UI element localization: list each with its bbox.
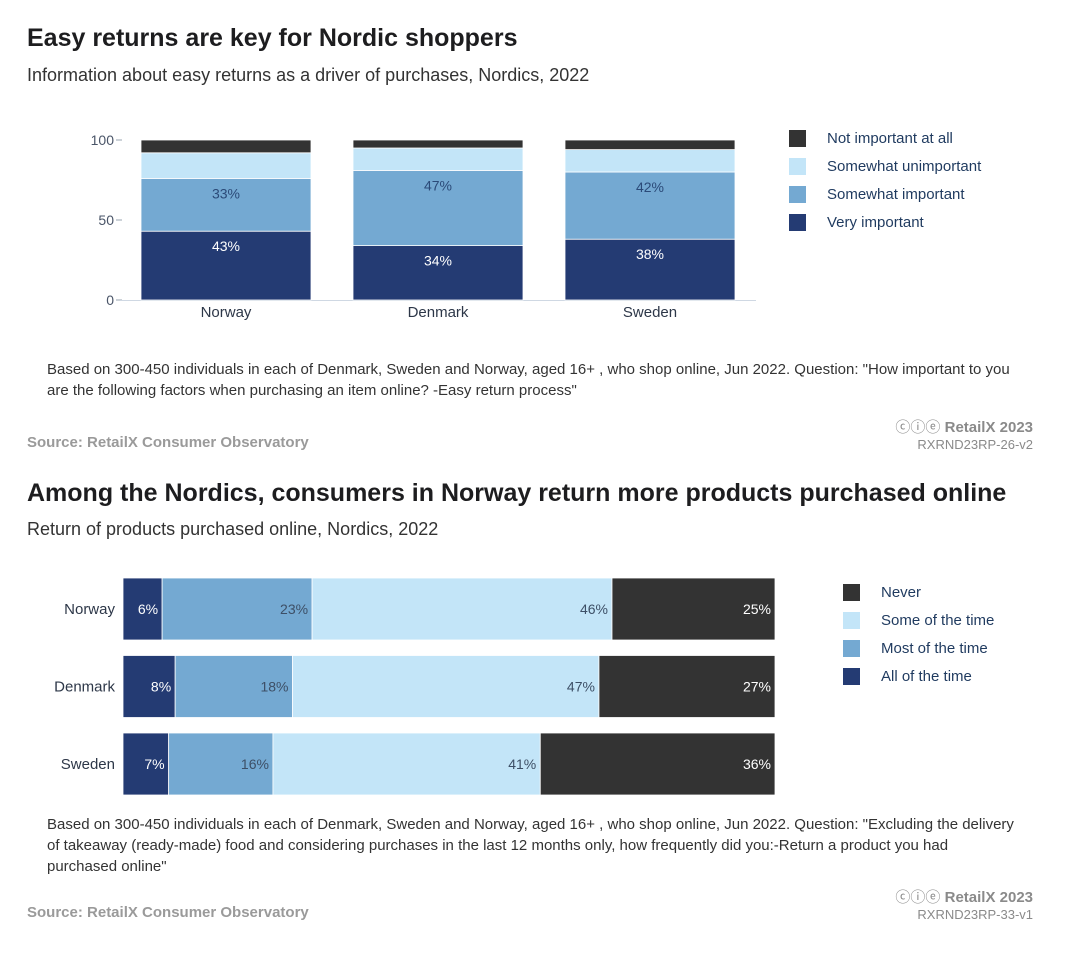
- chart-code: RXRND23RP-33-v1: [917, 907, 1033, 922]
- data-label: 46%: [580, 601, 608, 617]
- y-category-label: Sweden: [61, 756, 115, 773]
- legend-item-never: Never: [843, 578, 994, 606]
- legend-label: Somewhat unimportant: [827, 157, 982, 175]
- bar-denmark-most-of-the-time: [174, 655, 293, 718]
- legend-item-somewhat-important: Somewhat important: [789, 180, 981, 208]
- legend-label: Most of the time: [881, 639, 988, 657]
- x-tick-label: Sweden: [623, 304, 677, 321]
- bar-norway-some-of-the-time: [311, 577, 613, 641]
- bar-norway-all-of-the-time: [122, 577, 163, 641]
- x-tick-label: Denmark: [408, 304, 469, 321]
- legend-item-most-of-the-time: Most of the time: [843, 634, 994, 662]
- chart2-title: Among the Nordics, consumers in Norway r…: [27, 479, 1007, 507]
- legend-swatch: [789, 213, 806, 231]
- data-label: 8%: [151, 679, 171, 695]
- chart1-plot: 0 50 100 43% 33% Norway 34% 47% Denmark 38% 42% Swe…: [91, 132, 756, 321]
- legend-swatch: [843, 583, 860, 601]
- data-label: 43%: [212, 238, 240, 254]
- legend-label: Some of the time: [881, 611, 995, 629]
- data-label: 25%: [743, 601, 771, 617]
- bar-denmark-all-of-the-time: [122, 655, 176, 718]
- data-label: 18%: [260, 679, 288, 695]
- legend-swatch: [843, 611, 860, 629]
- legend-item-very-important: Very important: [789, 208, 981, 236]
- legend-swatch: [789, 157, 806, 175]
- data-label: 38%: [636, 246, 664, 262]
- legend-item-all-of-the-time: All of the time: [843, 662, 994, 690]
- bar-sweden-not-important-at-all: [564, 139, 736, 151]
- legend-item-not-important-at-all: Not important at all: [789, 124, 981, 152]
- legend-label: All of the time: [881, 667, 972, 685]
- bar-sweden-some-of-the-time: [272, 732, 541, 796]
- legend-swatch: [843, 667, 860, 685]
- data-label: 33%: [212, 185, 240, 201]
- data-label: 47%: [567, 679, 595, 695]
- legend-label: Never: [881, 583, 922, 601]
- brand-name: RetailX 2023: [944, 889, 1033, 906]
- bar-sweden-somewhat-important: [564, 171, 736, 240]
- data-label: 27%: [743, 679, 771, 695]
- data-label: 16%: [241, 756, 269, 772]
- y-category-label: Norway: [64, 601, 115, 618]
- chart1-subtitle: Information about easy returns as a driv…: [27, 65, 590, 85]
- legend-label: Somewhat important: [827, 185, 965, 203]
- data-label: 47%: [424, 177, 452, 193]
- data-label: 23%: [280, 601, 308, 617]
- data-label: 34%: [424, 253, 452, 269]
- bar-denmark-somewhat-unimportant: [352, 147, 524, 171]
- y-tick-label: 50: [98, 212, 114, 228]
- brand-name: RetailX 2023: [944, 419, 1033, 436]
- data-label: 42%: [636, 179, 664, 195]
- chart2-brand: ⓒⓘⓔ RetailX 2023 RXRND23RP-33-v1: [895, 889, 1033, 923]
- bar-norway-not-important-at-all: [140, 139, 312, 154]
- bar-denmark-never: [598, 655, 776, 718]
- data-label: 36%: [743, 756, 771, 772]
- cc-license-icon: ⓒⓘⓔ: [895, 889, 941, 906]
- chart1-source: Source: RetailX Consumer Observatory: [27, 434, 309, 451]
- y-tick-label: 0: [106, 292, 114, 308]
- cc-license-icon: ⓒⓘⓔ: [895, 419, 941, 436]
- legend-swatch: [843, 639, 860, 657]
- legend-label: Not important at all: [827, 129, 953, 147]
- bar-denmark-somewhat-important: [352, 170, 524, 246]
- chart-code: RXRND23RP-26-v2: [917, 437, 1033, 452]
- data-label: 7%: [144, 756, 164, 772]
- bar-norway-never: [611, 577, 776, 641]
- data-label: 6%: [138, 601, 158, 617]
- chart2-plot: 6% 23% 46% 25% Norway 8% 18% 47% 27% Denmark 7% 16%…: [54, 577, 776, 796]
- chart1-title: Easy returns are key for Nordic shoppers: [27, 24, 518, 52]
- bar-sweden-most-of-the-time: [168, 732, 274, 796]
- chart2-subtitle: Return of products purchased online, Nor…: [27, 519, 439, 539]
- bar-norway-very-important: [140, 230, 312, 301]
- bar-sweden-somewhat-unimportant: [564, 149, 736, 173]
- chart1-legend: Not important at all Somewhat unimportant…: [789, 124, 981, 236]
- legend-swatch: [789, 185, 806, 203]
- chart2-legend: Never Some of the time Most of the time All…: [843, 578, 994, 690]
- bar-denmark-some-of-the-time: [292, 655, 600, 718]
- bar-denmark-very-important: [352, 245, 524, 301]
- chart2-footnote: Based on 300-450 individuals in each of …: [47, 816, 1014, 875]
- x-tick-label: Norway: [201, 304, 252, 321]
- bar-norway-somewhat-unimportant: [140, 152, 312, 179]
- bar-denmark-not-important-at-all: [352, 139, 524, 149]
- y-tick-label: 100: [91, 132, 115, 148]
- legend-swatch: [789, 129, 806, 147]
- y-category-label: Denmark: [54, 679, 115, 696]
- chart1-brand: ⓒⓘⓔ RetailX 2023 RXRND23RP-26-v2: [895, 419, 1033, 453]
- bar-sweden-never: [539, 732, 776, 796]
- bar-norway-most-of-the-time: [161, 577, 313, 641]
- chart1-footnote: Based on 300-450 individuals in each of …: [47, 361, 1010, 399]
- bar-sweden-very-important: [564, 238, 736, 301]
- legend-label: Very important: [827, 213, 924, 231]
- chart2-source: Source: RetailX Consumer Observatory: [27, 904, 309, 921]
- legend-item-somewhat-unimportant: Somewhat unimportant: [789, 152, 981, 180]
- data-label: 41%: [508, 756, 536, 772]
- legend-item-some-of-the-time: Some of the time: [843, 606, 994, 634]
